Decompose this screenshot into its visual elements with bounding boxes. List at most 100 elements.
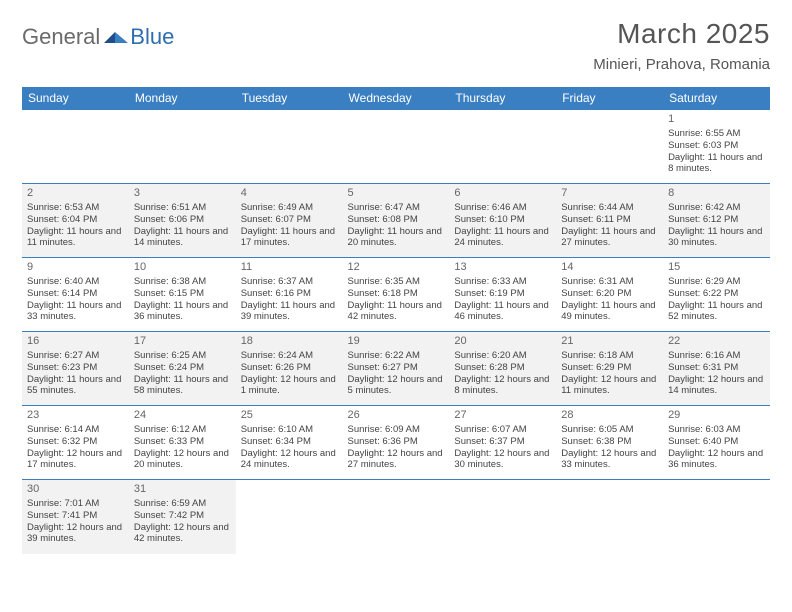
daylight-text: Daylight: 12 hours and 20 minutes. — [134, 448, 231, 472]
sunset-text: Sunset: 7:41 PM — [27, 510, 124, 522]
sunset-text: Sunset: 6:36 PM — [348, 436, 445, 448]
daylight-text: Daylight: 12 hours and 11 minutes. — [561, 374, 658, 398]
day-number: 29 — [668, 409, 765, 423]
sunset-text: Sunset: 6:31 PM — [668, 362, 765, 374]
calendar-cell: 17Sunrise: 6:25 AMSunset: 6:24 PMDayligh… — [129, 332, 236, 406]
sunrise-text: Sunrise: 6:22 AM — [348, 350, 445, 362]
sunrise-text: Sunrise: 6:37 AM — [241, 276, 338, 288]
sunset-text: Sunset: 6:19 PM — [454, 288, 551, 300]
day-number: 7 — [561, 187, 658, 201]
daylight-text: Daylight: 11 hours and 33 minutes. — [27, 300, 124, 324]
sunset-text: Sunset: 6:23 PM — [27, 362, 124, 374]
daylight-text: Daylight: 11 hours and 30 minutes. — [668, 226, 765, 250]
weekday-header: Thursday — [449, 87, 556, 110]
header: General Blue March 2025 Minieri, Prahova… — [22, 18, 770, 73]
daylight-text: Daylight: 11 hours and 58 minutes. — [134, 374, 231, 398]
daylight-text: Daylight: 12 hours and 30 minutes. — [454, 448, 551, 472]
day-number: 8 — [668, 187, 765, 201]
day-number: 31 — [134, 483, 231, 497]
sunrise-text: Sunrise: 6:03 AM — [668, 424, 765, 436]
logo-text-general: General — [22, 24, 100, 50]
sunrise-text: Sunrise: 6:40 AM — [27, 276, 124, 288]
weekday-header: Monday — [129, 87, 236, 110]
daylight-text: Daylight: 12 hours and 17 minutes. — [27, 448, 124, 472]
calendar-cell: 10Sunrise: 6:38 AMSunset: 6:15 PMDayligh… — [129, 258, 236, 332]
calendar-cell — [556, 110, 663, 184]
sunset-text: Sunset: 7:42 PM — [134, 510, 231, 522]
sunset-text: Sunset: 6:03 PM — [668, 140, 765, 152]
weekday-header: Sunday — [22, 87, 129, 110]
sunset-text: Sunset: 6:38 PM — [561, 436, 658, 448]
calendar-row: 2Sunrise: 6:53 AMSunset: 6:04 PMDaylight… — [22, 184, 770, 258]
calendar-row: 30Sunrise: 7:01 AMSunset: 7:41 PMDayligh… — [22, 480, 770, 554]
daylight-text: Daylight: 11 hours and 42 minutes. — [348, 300, 445, 324]
sunrise-text: Sunrise: 6:07 AM — [454, 424, 551, 436]
day-number: 14 — [561, 261, 658, 275]
sunrise-text: Sunrise: 6:55 AM — [668, 128, 765, 140]
logo: General Blue — [22, 24, 174, 50]
calendar-row: 1Sunrise: 6:55 AMSunset: 6:03 PMDaylight… — [22, 110, 770, 184]
calendar-cell: 25Sunrise: 6:10 AMSunset: 6:34 PMDayligh… — [236, 406, 343, 480]
calendar-cell: 1Sunrise: 6:55 AMSunset: 6:03 PMDaylight… — [663, 110, 770, 184]
day-number: 1 — [668, 113, 765, 127]
calendar-cell — [343, 480, 450, 554]
sunrise-text: Sunrise: 6:38 AM — [134, 276, 231, 288]
sunrise-text: Sunrise: 6:33 AM — [454, 276, 551, 288]
sunrise-text: Sunrise: 6:05 AM — [561, 424, 658, 436]
day-number: 25 — [241, 409, 338, 423]
location-text: Minieri, Prahova, Romania — [593, 56, 770, 73]
day-number: 9 — [27, 261, 124, 275]
calendar-cell — [22, 110, 129, 184]
daylight-text: Daylight: 12 hours and 33 minutes. — [561, 448, 658, 472]
sunset-text: Sunset: 6:18 PM — [348, 288, 445, 300]
sunset-text: Sunset: 6:08 PM — [348, 214, 445, 226]
sunrise-text: Sunrise: 6:27 AM — [27, 350, 124, 362]
daylight-text: Daylight: 11 hours and 8 minutes. — [668, 152, 765, 176]
day-number: 13 — [454, 261, 551, 275]
sunrise-text: Sunrise: 6:59 AM — [134, 498, 231, 510]
calendar-cell: 23Sunrise: 6:14 AMSunset: 6:32 PMDayligh… — [22, 406, 129, 480]
weekday-header: Tuesday — [236, 87, 343, 110]
sunrise-text: Sunrise: 6:12 AM — [134, 424, 231, 436]
day-number: 23 — [27, 409, 124, 423]
sunset-text: Sunset: 6:07 PM — [241, 214, 338, 226]
calendar-cell — [449, 480, 556, 554]
sunset-text: Sunset: 6:22 PM — [668, 288, 765, 300]
sunset-text: Sunset: 6:06 PM — [134, 214, 231, 226]
daylight-text: Daylight: 11 hours and 20 minutes. — [348, 226, 445, 250]
calendar-cell — [236, 480, 343, 554]
sunrise-text: Sunrise: 6:18 AM — [561, 350, 658, 362]
day-number: 24 — [134, 409, 231, 423]
daylight-text: Daylight: 11 hours and 17 minutes. — [241, 226, 338, 250]
day-number: 21 — [561, 335, 658, 349]
day-number: 11 — [241, 261, 338, 275]
sunrise-text: Sunrise: 6:16 AM — [668, 350, 765, 362]
sunset-text: Sunset: 6:12 PM — [668, 214, 765, 226]
sunrise-text: Sunrise: 6:44 AM — [561, 202, 658, 214]
daylight-text: Daylight: 12 hours and 14 minutes. — [668, 374, 765, 398]
daylight-text: Daylight: 11 hours and 27 minutes. — [561, 226, 658, 250]
page-title: March 2025 — [593, 18, 770, 50]
day-number: 18 — [241, 335, 338, 349]
calendar-cell: 24Sunrise: 6:12 AMSunset: 6:33 PMDayligh… — [129, 406, 236, 480]
sunrise-text: Sunrise: 6:24 AM — [241, 350, 338, 362]
sunrise-text: Sunrise: 6:51 AM — [134, 202, 231, 214]
day-number: 28 — [561, 409, 658, 423]
daylight-text: Daylight: 12 hours and 27 minutes. — [348, 448, 445, 472]
calendar-cell: 28Sunrise: 6:05 AMSunset: 6:38 PMDayligh… — [556, 406, 663, 480]
calendar-cell: 7Sunrise: 6:44 AMSunset: 6:11 PMDaylight… — [556, 184, 663, 258]
sunrise-text: Sunrise: 6:46 AM — [454, 202, 551, 214]
sunset-text: Sunset: 6:04 PM — [27, 214, 124, 226]
sunrise-text: Sunrise: 6:29 AM — [668, 276, 765, 288]
calendar-cell: 18Sunrise: 6:24 AMSunset: 6:26 PMDayligh… — [236, 332, 343, 406]
sunset-text: Sunset: 6:10 PM — [454, 214, 551, 226]
daylight-text: Daylight: 12 hours and 39 minutes. — [27, 522, 124, 546]
day-number: 22 — [668, 335, 765, 349]
calendar-cell: 20Sunrise: 6:20 AMSunset: 6:28 PMDayligh… — [449, 332, 556, 406]
weekday-header: Wednesday — [343, 87, 450, 110]
calendar-cell: 4Sunrise: 6:49 AMSunset: 6:07 PMDaylight… — [236, 184, 343, 258]
daylight-text: Daylight: 11 hours and 11 minutes. — [27, 226, 124, 250]
calendar-cell: 19Sunrise: 6:22 AMSunset: 6:27 PMDayligh… — [343, 332, 450, 406]
calendar-cell — [556, 480, 663, 554]
daylight-text: Daylight: 12 hours and 36 minutes. — [668, 448, 765, 472]
